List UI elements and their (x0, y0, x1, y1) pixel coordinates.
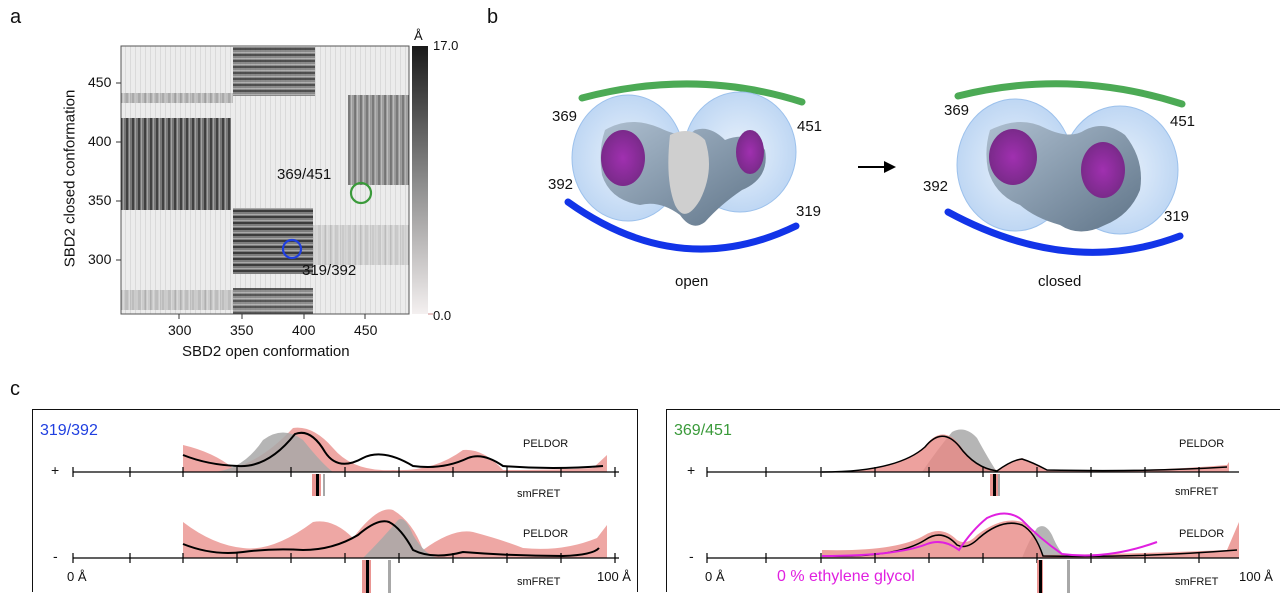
open-label-451: 451 (797, 118, 823, 135)
distribution-box-left: 319/392 + PELDOR smFRET - PELDOR smFRET … (32, 409, 638, 593)
left-row1-gray-peak (213, 432, 333, 472)
heatmap-block (233, 46, 315, 96)
panel-label-c: c (10, 378, 20, 400)
left-row1-fit-line (182, 431, 604, 469)
annotation-369-451: 369/451 (277, 166, 332, 183)
right-row2-smfret-label: smFRET (1175, 576, 1219, 588)
heatmap-block (121, 93, 233, 103)
y-axis-label: SBD2 closed conformation (61, 89, 79, 268)
x-axis-label: SBD2 open conformation (182, 343, 350, 360)
left-row1-smfret-label: smFRET (517, 488, 561, 500)
left-axis-start: 0 Å (67, 569, 87, 584)
left-row2-peldor-label: PELDOR (523, 528, 569, 540)
legend-ethylene-glycol: 0 % ethylene glycol (777, 568, 915, 585)
xtick-label: 400 (292, 322, 316, 338)
open-label-392: 392 (548, 176, 574, 193)
left-title: 319/392 (40, 422, 98, 439)
heatmap-panel: 450 400 350 300 300 350 400 450 SBD2 ope… (0, 0, 480, 370)
right-row2-peldor-band (822, 520, 1239, 558)
ytick-label: 350 (88, 192, 112, 208)
structure-panel: 369 451 392 319 open 369 451 392 319 clo… (480, 0, 1280, 370)
closed-label-392: 392 (923, 178, 949, 195)
left-row1 (72, 427, 619, 496)
closed-green-arc (954, 80, 1186, 108)
heatmap-block (233, 288, 313, 314)
open-caption: open (675, 273, 709, 290)
heatmap-block (313, 225, 409, 265)
closed-label-319: 319 (1164, 208, 1190, 225)
dist-left-svg (72, 427, 619, 593)
right-axis-start: 0 Å (705, 569, 725, 584)
transition-arrow (858, 161, 896, 173)
dist-right-svg (706, 429, 1239, 593)
ytick-label: 450 (88, 74, 112, 90)
pair-319-392-circle (281, 238, 303, 260)
right-row1-peldor-label: PELDOR (1179, 438, 1225, 450)
right-row2-peldor-label: PELDOR (1179, 528, 1225, 540)
heatmap-block (121, 118, 231, 210)
closed-label-369: 369 (944, 102, 970, 119)
right-row1 (706, 429, 1239, 496)
ytick-label: 400 (88, 133, 112, 149)
panel-label-b: b (487, 6, 499, 28)
closed-structure (944, 80, 1186, 256)
right-row1-peldor-band (822, 434, 1229, 472)
left-row2-smfret-label: smFRET (517, 576, 561, 588)
annotation-319-392: 319/392 (302, 262, 357, 279)
right-row1-sign: + (687, 462, 696, 478)
panel-label-a: a (10, 6, 22, 28)
colorbar-min: 0.0 (433, 308, 452, 323)
open-label-369: 369 (552, 108, 578, 125)
heatmap-block (121, 290, 233, 310)
open-label-319: 319 (796, 203, 822, 220)
left-row2-gray-peak (363, 519, 438, 558)
closed-caption: closed (1038, 273, 1082, 290)
colorbar (412, 46, 428, 314)
structure-svg (564, 80, 1186, 256)
right-row1-fit-line (821, 435, 1228, 473)
right-row1-smfret-label: smFRET (1175, 486, 1219, 498)
xtick-label: 450 (354, 322, 378, 338)
right-title: 369/451 (674, 422, 732, 439)
pair-369-451-circle (349, 181, 373, 205)
colorbar-max: 17.0 (433, 38, 459, 53)
right-row2-eg-line (821, 512, 1158, 557)
right-row2 (706, 512, 1239, 593)
left-row2 (72, 509, 619, 593)
ytick-label: 300 (88, 251, 112, 267)
xtick-label: 350 (230, 322, 254, 338)
left-row1-peldor-label: PELDOR (523, 438, 569, 450)
open-green-arc (578, 80, 806, 106)
left-axis-end: 100 Å (597, 569, 631, 584)
heatmap-svg (116, 45, 433, 319)
left-row2-fit-line (182, 520, 600, 558)
closed-blue-arc (944, 208, 1184, 256)
distribution-box-right: 369/451 + PELDOR smFRET - PELDOR smFRET … (666, 409, 1280, 593)
colorbar-unit: Å (414, 28, 423, 43)
left-row1-sign: + (51, 462, 60, 478)
heatmap-block (233, 208, 313, 274)
open-structure (564, 80, 806, 253)
heatmap-block (348, 95, 409, 185)
right-row2-sign: - (689, 548, 694, 564)
right-axis-end: 100 Å (1239, 569, 1273, 584)
left-row2-sign: - (53, 548, 58, 564)
open-blue-arc (564, 198, 800, 253)
xtick-label: 300 (168, 322, 192, 338)
closed-label-451: 451 (1170, 113, 1196, 130)
